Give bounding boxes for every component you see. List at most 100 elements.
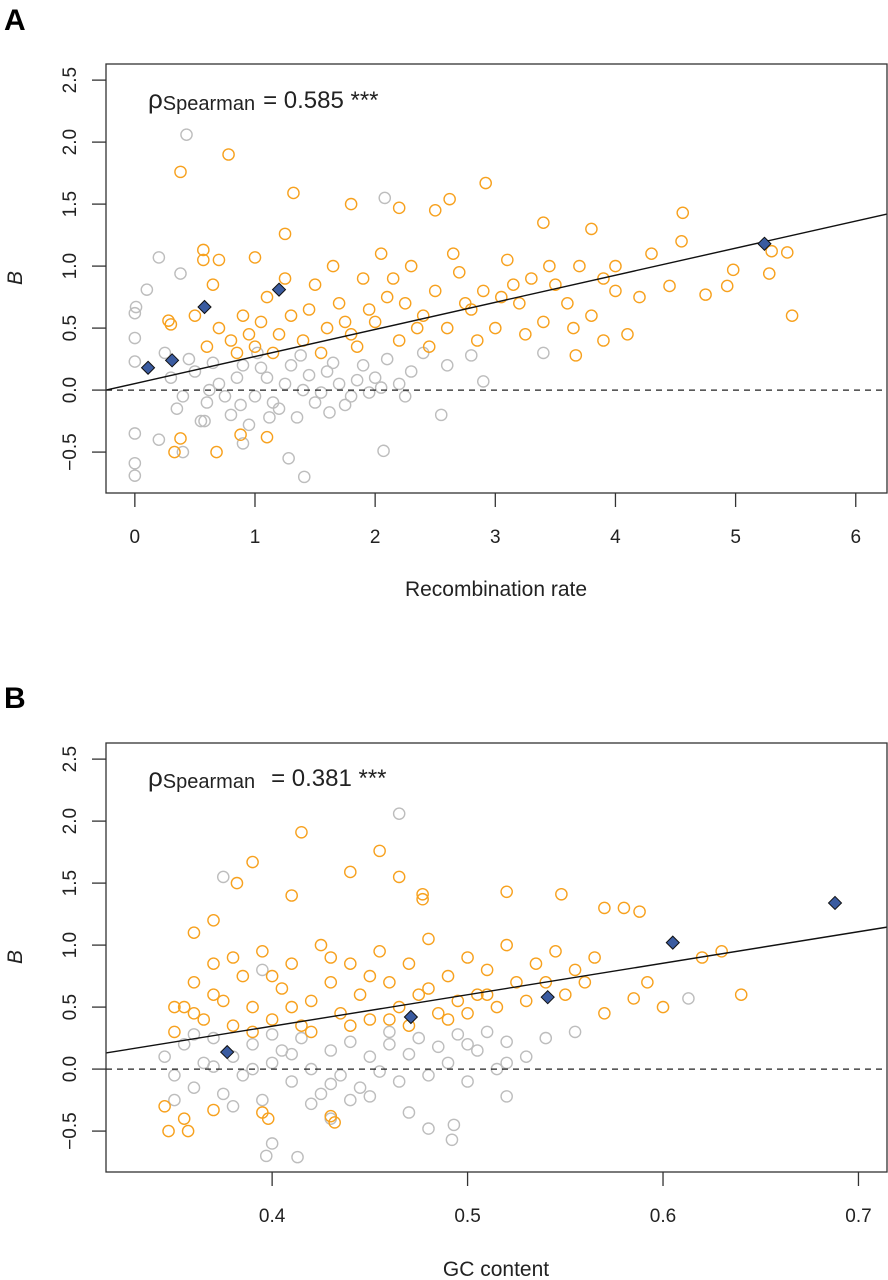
data-point-below bbox=[326, 356, 340, 370]
rho-symbol: ρ bbox=[148, 762, 163, 792]
data-point-above bbox=[410, 321, 424, 335]
data-point-above bbox=[285, 1000, 298, 1014]
data-point-above bbox=[362, 303, 376, 316]
data-point-above bbox=[561, 296, 574, 310]
data-point-below bbox=[422, 1068, 435, 1082]
data-point-above bbox=[488, 321, 502, 335]
data-point-below bbox=[259, 1149, 273, 1163]
data-point-above bbox=[210, 445, 223, 459]
data-point-below bbox=[539, 1031, 553, 1045]
data-point-above bbox=[278, 272, 292, 285]
data-point-above bbox=[543, 259, 556, 273]
data-point-below bbox=[256, 1093, 269, 1107]
data-point-below bbox=[176, 389, 190, 403]
data-point-below bbox=[440, 358, 454, 372]
y-tick-label: 0.0 bbox=[60, 1056, 81, 1082]
panel-a: A B Recombination rate ρSpearman = 0.585 … bbox=[4, 4, 888, 601]
data-point-above bbox=[585, 222, 598, 236]
x-tick-label: 6 bbox=[850, 527, 861, 548]
data-point-above bbox=[537, 315, 550, 329]
rho-subscript: Spearman bbox=[163, 771, 255, 793]
data-point-above bbox=[197, 1013, 211, 1026]
data-point-above bbox=[621, 327, 634, 341]
data-point-below bbox=[242, 418, 256, 432]
spearman-annotation: ρSpearman = 0.585 *** bbox=[148, 84, 379, 115]
data-point-above bbox=[207, 1103, 220, 1117]
data-point-above bbox=[374, 247, 388, 261]
data-point-above bbox=[236, 969, 250, 983]
panel-label: B bbox=[4, 682, 26, 715]
data-point-above bbox=[461, 1006, 474, 1020]
data-point-below bbox=[168, 1093, 181, 1107]
data-point-above bbox=[207, 914, 220, 927]
data-point-below bbox=[383, 1025, 396, 1039]
data-point-above bbox=[507, 278, 520, 291]
data-point-below bbox=[282, 451, 295, 465]
data-point-above bbox=[476, 284, 490, 298]
series-highlight bbox=[140, 236, 772, 375]
data-point-above bbox=[458, 296, 472, 310]
highlight-diamond bbox=[219, 1044, 235, 1060]
plot-frame bbox=[105, 63, 888, 494]
data-point-below bbox=[164, 371, 178, 384]
data-point-above bbox=[181, 1124, 195, 1138]
data-point-above bbox=[207, 988, 220, 1001]
y-tick-label: 1.0 bbox=[60, 253, 81, 279]
data-point-above bbox=[222, 148, 235, 161]
data-point-below bbox=[422, 1122, 435, 1135]
data-point-below bbox=[266, 396, 280, 409]
data-point-below bbox=[158, 1050, 171, 1063]
data-point-above bbox=[641, 975, 654, 989]
data-point-below bbox=[128, 469, 142, 482]
data-point-below bbox=[140, 283, 154, 296]
data-point-below bbox=[373, 1065, 386, 1078]
data-point-above bbox=[334, 1006, 347, 1020]
data-point-below bbox=[187, 1081, 201, 1094]
data-point-above bbox=[627, 992, 641, 1005]
data-point-above bbox=[609, 259, 622, 273]
data-point-below bbox=[500, 1035, 513, 1049]
data-point-above bbox=[500, 885, 513, 899]
data-point-above bbox=[380, 290, 394, 304]
data-point-above bbox=[260, 430, 274, 444]
data-point-below bbox=[404, 365, 418, 378]
data-point-above bbox=[422, 340, 436, 353]
data-point-below bbox=[392, 807, 406, 820]
data-point-above bbox=[422, 932, 435, 946]
data-point-below bbox=[304, 1097, 318, 1111]
data-point-above bbox=[451, 994, 465, 1008]
data-point-below bbox=[218, 389, 232, 403]
data-point-above bbox=[242, 327, 256, 341]
data-point-above bbox=[275, 982, 289, 995]
data-point-below bbox=[290, 411, 304, 424]
data-point-below bbox=[334, 1068, 347, 1082]
data-point-below bbox=[152, 251, 166, 264]
data-point-below bbox=[128, 355, 142, 368]
data-point-above bbox=[392, 870, 406, 884]
data-point-above bbox=[344, 327, 358, 341]
data-point-above bbox=[278, 227, 292, 241]
data-point-below bbox=[254, 361, 268, 375]
data-point-below bbox=[378, 191, 392, 205]
data-point-below bbox=[416, 346, 430, 360]
data-point-above bbox=[470, 334, 484, 347]
data-point-above bbox=[726, 263, 740, 277]
data-point-below bbox=[447, 1118, 461, 1132]
data-point-above bbox=[320, 321, 334, 335]
rho-subscript: Spearman bbox=[163, 93, 255, 115]
data-point-below bbox=[206, 356, 220, 370]
data-point-below bbox=[295, 1031, 308, 1045]
data-point-below bbox=[476, 375, 490, 388]
data-point-below bbox=[374, 381, 388, 394]
plot-frame bbox=[105, 742, 888, 1173]
data-point-below bbox=[207, 1060, 220, 1073]
data-point-below bbox=[207, 1031, 220, 1045]
highlight-diamond bbox=[665, 935, 680, 950]
data-point-below bbox=[203, 383, 216, 397]
highlight-diamond bbox=[271, 282, 287, 297]
data-point-above bbox=[780, 246, 794, 259]
data-point-above bbox=[344, 1019, 357, 1032]
data-point-below bbox=[174, 267, 187, 280]
data-point-below bbox=[500, 1090, 513, 1103]
data-point-above bbox=[715, 945, 728, 958]
